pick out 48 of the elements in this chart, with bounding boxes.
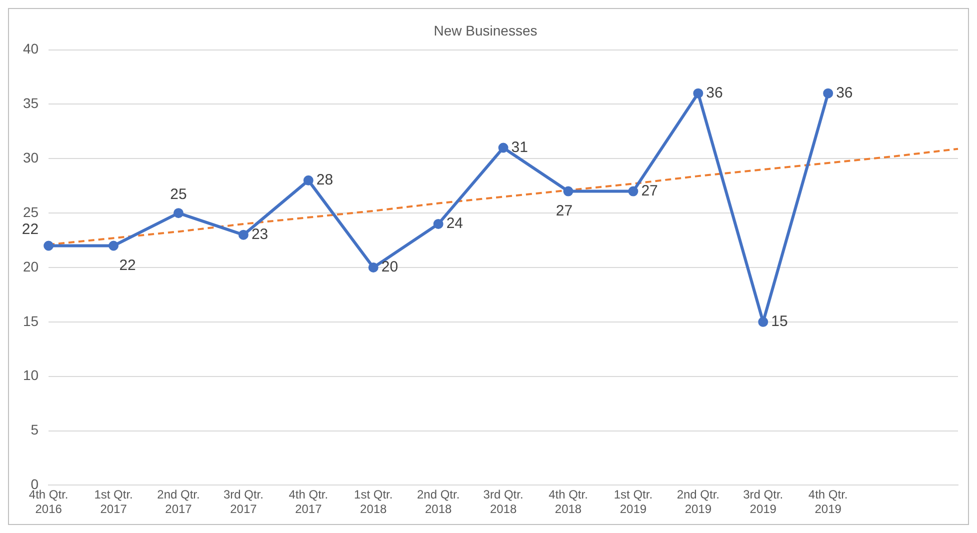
data-label: 36 <box>706 84 723 102</box>
x-tick-label: 1st Qtr. 2019 <box>614 488 653 516</box>
x-tick-label: 1st Qtr. 2018 <box>354 488 393 516</box>
data-label: 22 <box>22 220 39 238</box>
point <box>823 88 834 98</box>
data-label: 27 <box>556 202 573 220</box>
y-tick-label: 25 <box>22 204 39 220</box>
x-tick-label: 2nd Qtr. 2017 <box>157 488 200 516</box>
data-label: 15 <box>771 313 788 330</box>
chart-title: New Businesses <box>434 22 538 38</box>
data-label: 24 <box>446 215 464 232</box>
y-tick-label: 40 <box>22 40 39 57</box>
point <box>563 186 574 196</box>
data-label: 23 <box>251 226 268 243</box>
x-tick-label: 1st Qtr. 2017 <box>94 488 133 516</box>
x-tick-label: 3rd Qtr. 2017 <box>223 488 264 516</box>
y-tick-label: 35 <box>22 95 39 112</box>
data-label: 22 <box>119 256 136 274</box>
point <box>368 262 378 272</box>
point <box>628 186 638 196</box>
x-tick-label: 2nd Qtr. 2019 <box>676 488 720 516</box>
x-tick-label: 3rd Qtr. 2019 <box>743 488 784 516</box>
x-tick-label: 4th Qtr. 2018 <box>548 488 588 516</box>
x-tick-label: 4th Qtr. 2017 <box>288 488 328 516</box>
point <box>108 240 119 251</box>
x-tick-label: 4th Qtr. 2019 <box>808 488 848 516</box>
point <box>173 208 184 218</box>
y-tick-label: 15 <box>22 312 39 329</box>
x-tick-label: 2nd Qtr. 2018 <box>416 488 460 516</box>
data-label: 20 <box>381 258 398 276</box>
data-label: 36 <box>836 84 853 102</box>
y-tick-label: 20 <box>22 258 39 274</box>
point <box>44 240 54 251</box>
data-label: 27 <box>641 182 658 200</box>
point <box>303 175 314 186</box>
point <box>758 316 768 327</box>
data-label: 28 <box>316 172 334 189</box>
point <box>433 218 444 229</box>
point <box>693 88 704 98</box>
x-tick-label: 4th Qtr. 2016 <box>28 488 68 516</box>
data-label: 31 <box>511 138 528 156</box>
point <box>238 230 248 240</box>
y-tick-label: 30 <box>22 150 39 166</box>
data-label: 25 <box>170 186 187 204</box>
y-tick-label: 5 <box>30 422 39 438</box>
x-tick-label: 3rd Qtr. 2018 <box>483 488 524 516</box>
y-tick-label: 10 <box>22 367 39 384</box>
point <box>498 142 508 153</box>
